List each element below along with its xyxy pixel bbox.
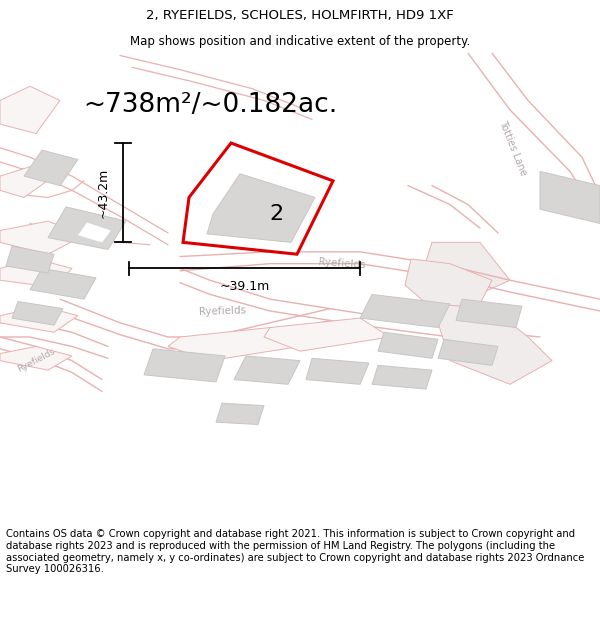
Polygon shape [144, 349, 225, 382]
Text: 2: 2 [269, 204, 283, 224]
Polygon shape [438, 339, 498, 366]
Polygon shape [0, 346, 72, 370]
Polygon shape [405, 259, 492, 309]
Polygon shape [0, 86, 60, 134]
Polygon shape [0, 221, 84, 254]
Polygon shape [420, 242, 510, 299]
Text: 2, RYEFIELDS, SCHOLES, HOLMFIRTH, HD9 1XF: 2, RYEFIELDS, SCHOLES, HOLMFIRTH, HD9 1X… [146, 9, 454, 22]
Polygon shape [540, 171, 600, 224]
Polygon shape [183, 143, 333, 254]
Text: ~43.2m: ~43.2m [97, 168, 110, 218]
Polygon shape [216, 403, 264, 424]
Polygon shape [306, 358, 369, 384]
Polygon shape [264, 318, 390, 351]
Text: Map shows position and indicative extent of the property.: Map shows position and indicative extent… [130, 35, 470, 48]
Polygon shape [30, 268, 96, 299]
Text: Contains OS data © Crown copyright and database right 2021. This information is : Contains OS data © Crown copyright and d… [6, 529, 584, 574]
Polygon shape [78, 222, 111, 243]
Text: Ryefields: Ryefields [198, 305, 246, 317]
Polygon shape [168, 328, 300, 361]
Polygon shape [48, 207, 126, 249]
Text: Ryefields: Ryefields [318, 257, 366, 270]
Polygon shape [207, 174, 315, 242]
Polygon shape [6, 246, 54, 273]
Polygon shape [456, 299, 522, 328]
Polygon shape [24, 150, 78, 186]
Text: ~39.1m: ~39.1m [220, 280, 269, 293]
Polygon shape [0, 167, 54, 198]
Polygon shape [378, 332, 438, 358]
Polygon shape [432, 304, 552, 384]
Polygon shape [0, 259, 72, 288]
Text: ~738m²/~0.182ac.: ~738m²/~0.182ac. [83, 92, 337, 118]
Polygon shape [0, 306, 78, 332]
Text: Ryefields: Ryefields [16, 347, 56, 374]
Text: Totties Lane: Totties Lane [497, 119, 529, 177]
Polygon shape [360, 294, 450, 328]
Polygon shape [234, 356, 300, 384]
Polygon shape [372, 366, 432, 389]
Polygon shape [12, 301, 63, 325]
